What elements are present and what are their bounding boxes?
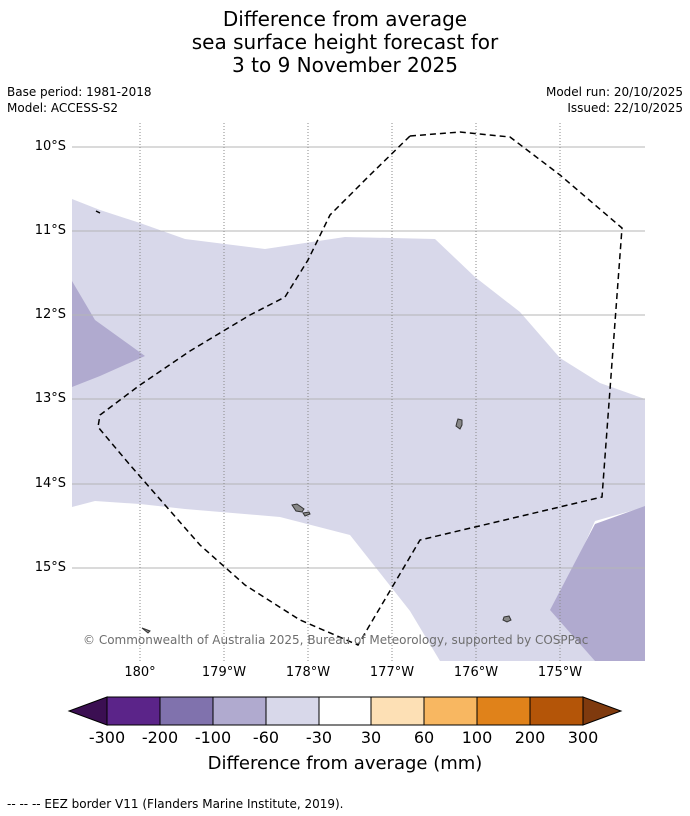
colorbar-segment xyxy=(212,696,267,726)
title-line-1: Difference from average xyxy=(222,7,468,31)
colorbar-tick: -200 xyxy=(141,728,179,747)
model-name: Model: ACCESS-S2 xyxy=(7,101,119,115)
lon-label: 176°W xyxy=(453,665,499,680)
colorbar-tick: 200 xyxy=(514,728,546,747)
title-line-3: 3 to 9 November 2025 xyxy=(232,53,458,77)
colorbar-tick: -300 xyxy=(88,728,126,747)
title-line-2: sea surface height forecast for xyxy=(191,30,499,54)
anomaly-region-light xyxy=(72,199,645,661)
colorbar-segment xyxy=(423,696,478,726)
map-title: Difference from average sea surface heig… xyxy=(0,8,690,77)
lon-label: 178°W xyxy=(285,665,331,680)
colorbar-segment xyxy=(265,696,320,726)
lon-label: 180° xyxy=(124,665,156,680)
issued-date: Issued: 22/10/2025 xyxy=(567,101,683,115)
colorbar-tick: 30 xyxy=(360,728,382,747)
map-canvas xyxy=(72,123,645,661)
anomaly-region-southeast xyxy=(550,506,645,661)
lat-label: 14°S xyxy=(34,476,66,491)
colorbar-tick: 300 xyxy=(567,728,599,747)
eez-border xyxy=(97,131,623,646)
lon-label: 175°W xyxy=(537,665,583,680)
colorbar-segment xyxy=(476,696,531,726)
colorbar-segment xyxy=(159,696,214,726)
copyright-notice: © Commonwealth of Australia 2025, Bureau… xyxy=(83,633,589,647)
lat-label: 13°S xyxy=(34,391,66,406)
anomaly-region-west xyxy=(72,281,145,387)
eez-border-fragment xyxy=(95,210,101,214)
lat-label: 11°S xyxy=(34,223,66,238)
colorbar-tick: 60 xyxy=(413,728,435,747)
eez-legend-note: -- -- -- EEZ border V11 (Flanders Marine… xyxy=(7,797,344,811)
island-west-small xyxy=(302,511,311,517)
lat-label: 15°S xyxy=(34,560,66,575)
colorbar-title: Difference from average (mm) xyxy=(207,753,483,774)
island-north xyxy=(455,418,463,430)
colorbar-max-extension xyxy=(582,696,623,726)
base-period: Base period: 1981-2018 xyxy=(7,85,152,99)
island-southeast xyxy=(502,615,512,623)
island-west xyxy=(291,503,305,513)
colorbar-tick: -60 xyxy=(252,728,280,747)
colorbar-tick: 100 xyxy=(461,728,493,747)
meta-left: Base period: 1981-2018 Model: ACCESS-S2 xyxy=(7,84,152,116)
lat-label: 10°S xyxy=(34,139,66,154)
lat-label: 12°S xyxy=(34,307,66,322)
lon-label: 179°W xyxy=(201,665,247,680)
colorbar-tick: -30 xyxy=(305,728,333,747)
colorbar-min-extension xyxy=(67,696,108,726)
colorbar-segment xyxy=(318,696,372,726)
island-southwest xyxy=(141,627,151,634)
meta-right: Model run: 20/10/2025 Issued: 22/10/2025 xyxy=(546,84,683,116)
model-run: Model run: 20/10/2025 xyxy=(545,85,683,99)
lon-label: 177°W xyxy=(369,665,415,680)
colorbar-segment xyxy=(106,696,161,726)
colorbar-segment xyxy=(529,696,584,726)
colorbar xyxy=(67,696,623,726)
colorbar-segment xyxy=(370,696,425,726)
colorbar-tick: -100 xyxy=(194,728,232,747)
latitude-gridlines xyxy=(72,146,645,569)
